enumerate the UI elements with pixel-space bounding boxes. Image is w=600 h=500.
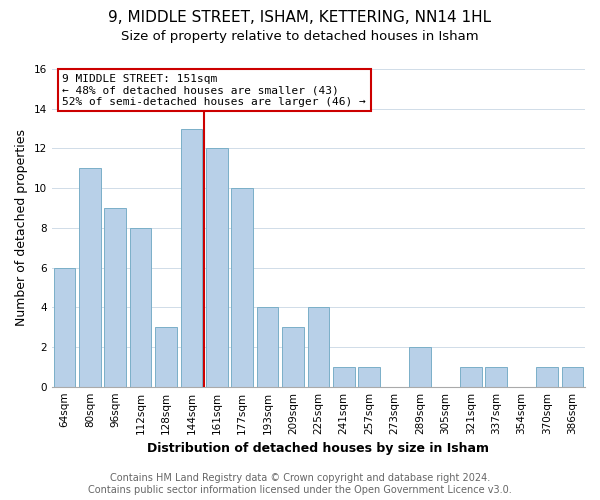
Bar xyxy=(409,347,431,387)
Bar xyxy=(130,228,151,386)
Bar xyxy=(460,367,482,386)
Bar xyxy=(104,208,126,386)
Bar xyxy=(333,367,355,386)
X-axis label: Distribution of detached houses by size in Isham: Distribution of detached houses by size … xyxy=(148,442,490,455)
Y-axis label: Number of detached properties: Number of detached properties xyxy=(15,130,28,326)
Bar xyxy=(257,308,278,386)
Bar xyxy=(485,367,507,386)
Bar xyxy=(53,268,75,386)
Text: 9, MIDDLE STREET, ISHAM, KETTERING, NN14 1HL: 9, MIDDLE STREET, ISHAM, KETTERING, NN14… xyxy=(109,10,491,25)
Bar xyxy=(232,188,253,386)
Bar xyxy=(155,327,177,386)
Bar xyxy=(308,308,329,386)
Bar xyxy=(536,367,557,386)
Bar xyxy=(206,148,227,386)
Bar xyxy=(79,168,101,386)
Bar xyxy=(181,128,202,386)
Bar xyxy=(282,327,304,386)
Bar xyxy=(562,367,583,386)
Text: 9 MIDDLE STREET: 151sqm
← 48% of detached houses are smaller (43)
52% of semi-de: 9 MIDDLE STREET: 151sqm ← 48% of detache… xyxy=(62,74,366,107)
Text: Size of property relative to detached houses in Isham: Size of property relative to detached ho… xyxy=(121,30,479,43)
Bar xyxy=(358,367,380,386)
Text: Contains HM Land Registry data © Crown copyright and database right 2024.
Contai: Contains HM Land Registry data © Crown c… xyxy=(88,474,512,495)
